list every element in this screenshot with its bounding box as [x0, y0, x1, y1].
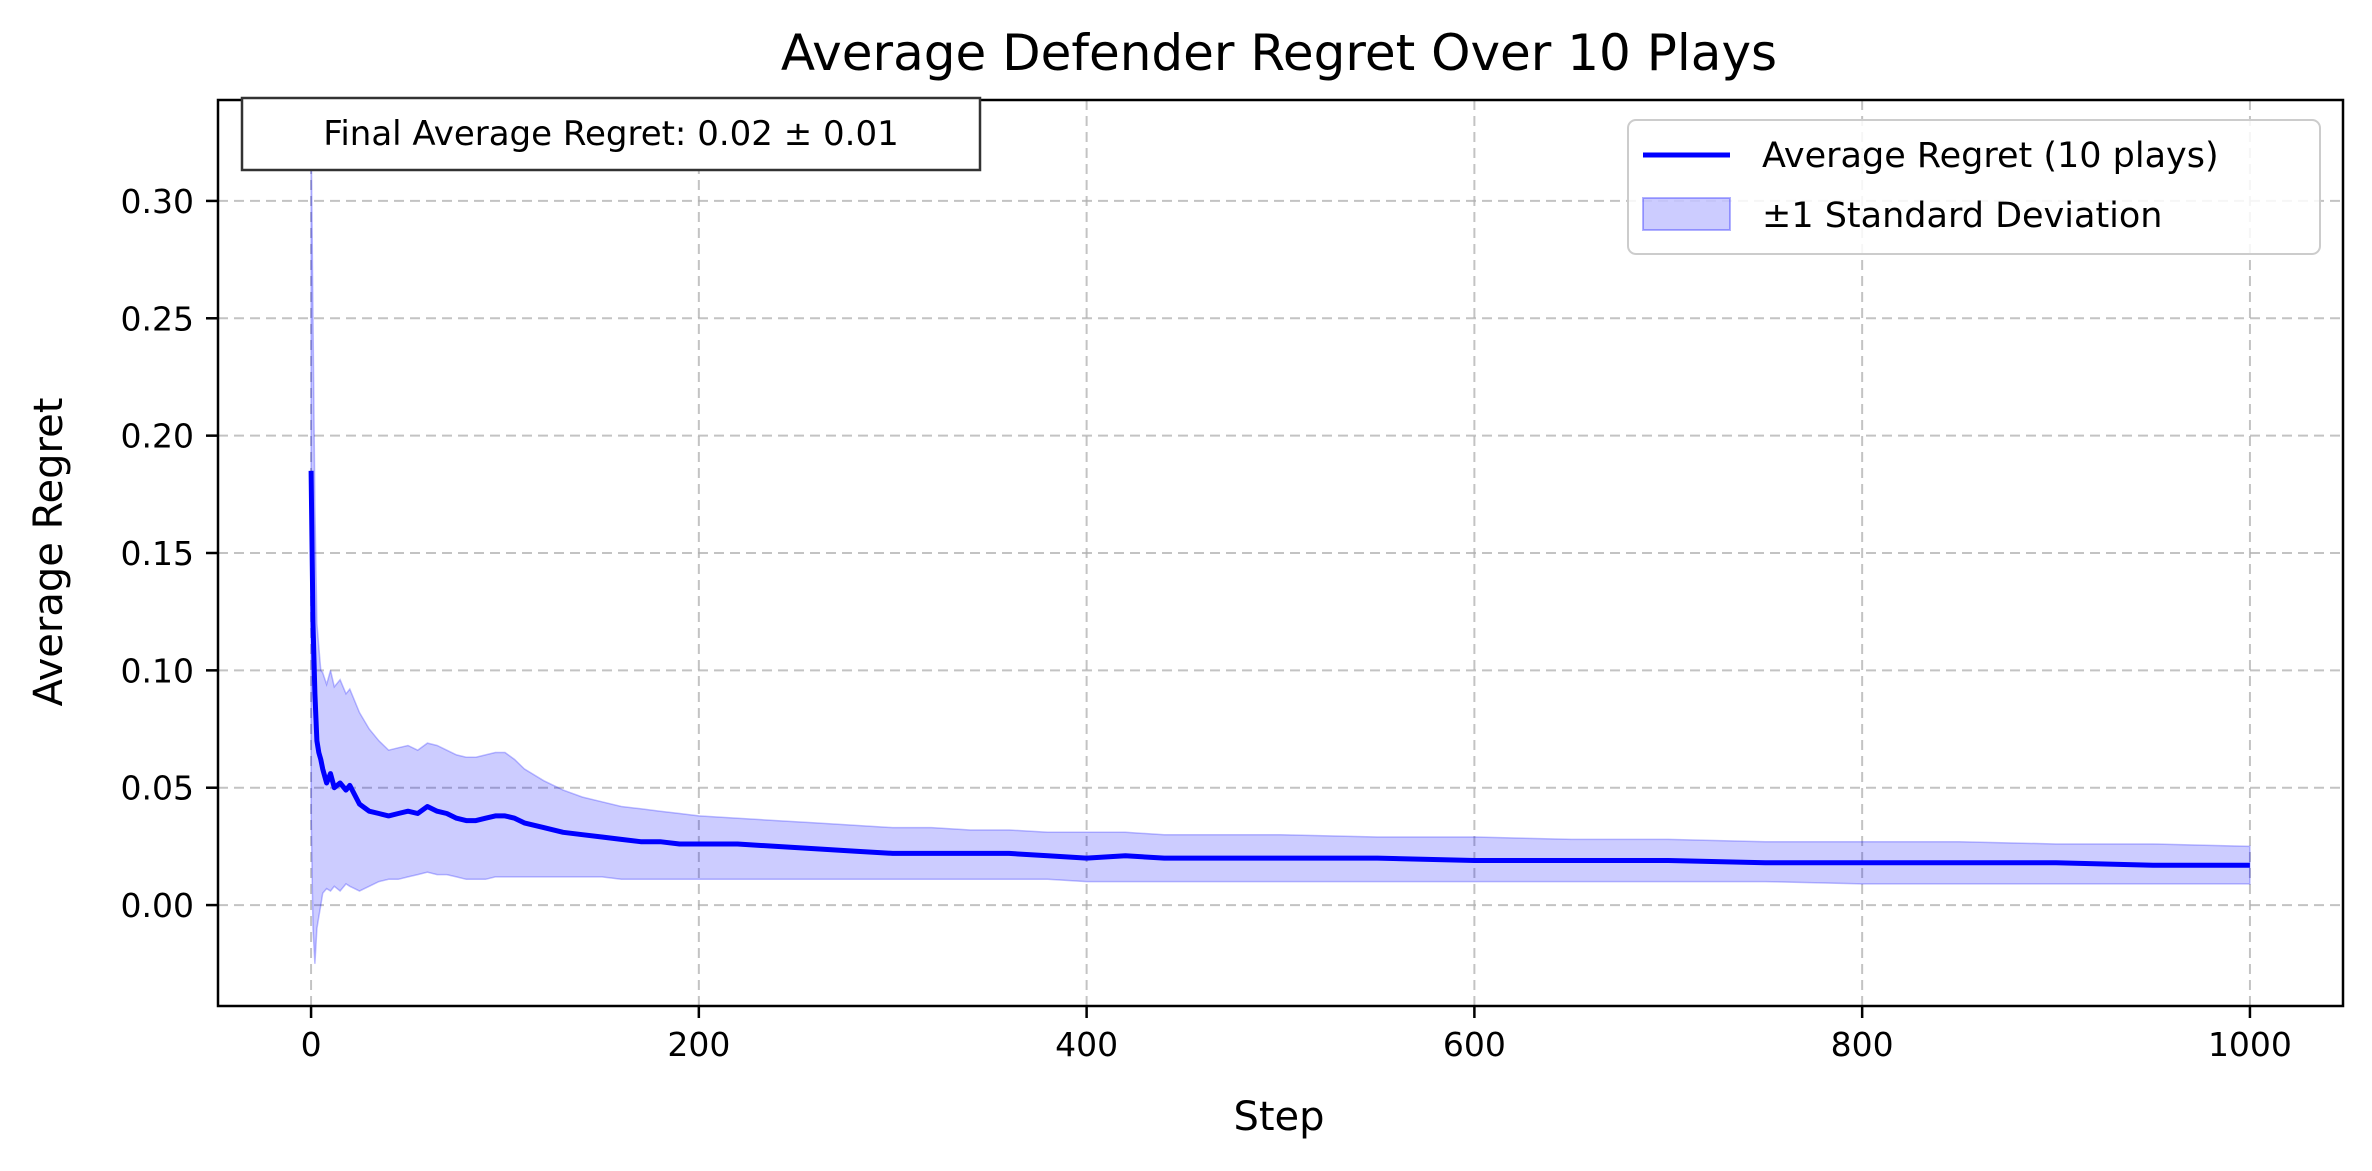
annotation-frame	[240, 96, 982, 172]
legend-label-std-band: ±1 Standard Deviation	[1762, 196, 2162, 236]
x-tick-label: 200	[667, 1025, 730, 1064]
annotation-text: Final Average Regret: 0.02 ± 0.01	[323, 114, 898, 154]
chart-title: Average Defender Regret Over 10 Plays	[781, 24, 1777, 82]
x-tick-label: 400	[1055, 1025, 1118, 1064]
y-tick-label: 0.30	[121, 182, 194, 221]
x-tick-label: 600	[1443, 1025, 1506, 1064]
plot-layer	[308, 130, 2251, 964]
annotation-box: Final Average Regret: 0.02 ± 0.01	[240, 96, 982, 172]
legend-label-average-regret: Average Regret (10 plays)	[1762, 136, 2219, 176]
legend-swatch-std-band	[1642, 197, 1731, 231]
average-regret-line	[308, 470, 2250, 868]
y-tick-label: 0.20	[121, 417, 194, 456]
y-tick-label: 0.00	[121, 886, 194, 925]
std-deviation-band	[310, 130, 2251, 964]
legend-frame	[1627, 119, 2321, 255]
x-tick-label: 800	[1831, 1025, 1894, 1064]
grid-layer	[218, 100, 2343, 1006]
x-tick-label: 0	[301, 1025, 322, 1064]
y-axis-label: Average Regret	[26, 398, 72, 707]
y-tick-label: 0.25	[121, 299, 194, 338]
y-tick-label: 0.05	[121, 769, 194, 808]
y-axis-ticks: 0.00 0.05 0.10 0.15 0.20 0.25 0.30	[121, 182, 218, 925]
x-axis-ticks: 0 200 400 600 800 1000	[301, 1006, 2292, 1064]
y-tick-label: 0.10	[121, 651, 194, 690]
x-tick-label: 1000	[2208, 1025, 2292, 1064]
x-axis-label: Step	[1233, 1094, 1324, 1140]
legend: Average Regret (10 plays) ±1 Standard De…	[1627, 119, 2321, 255]
y-tick-label: 0.15	[121, 534, 194, 573]
